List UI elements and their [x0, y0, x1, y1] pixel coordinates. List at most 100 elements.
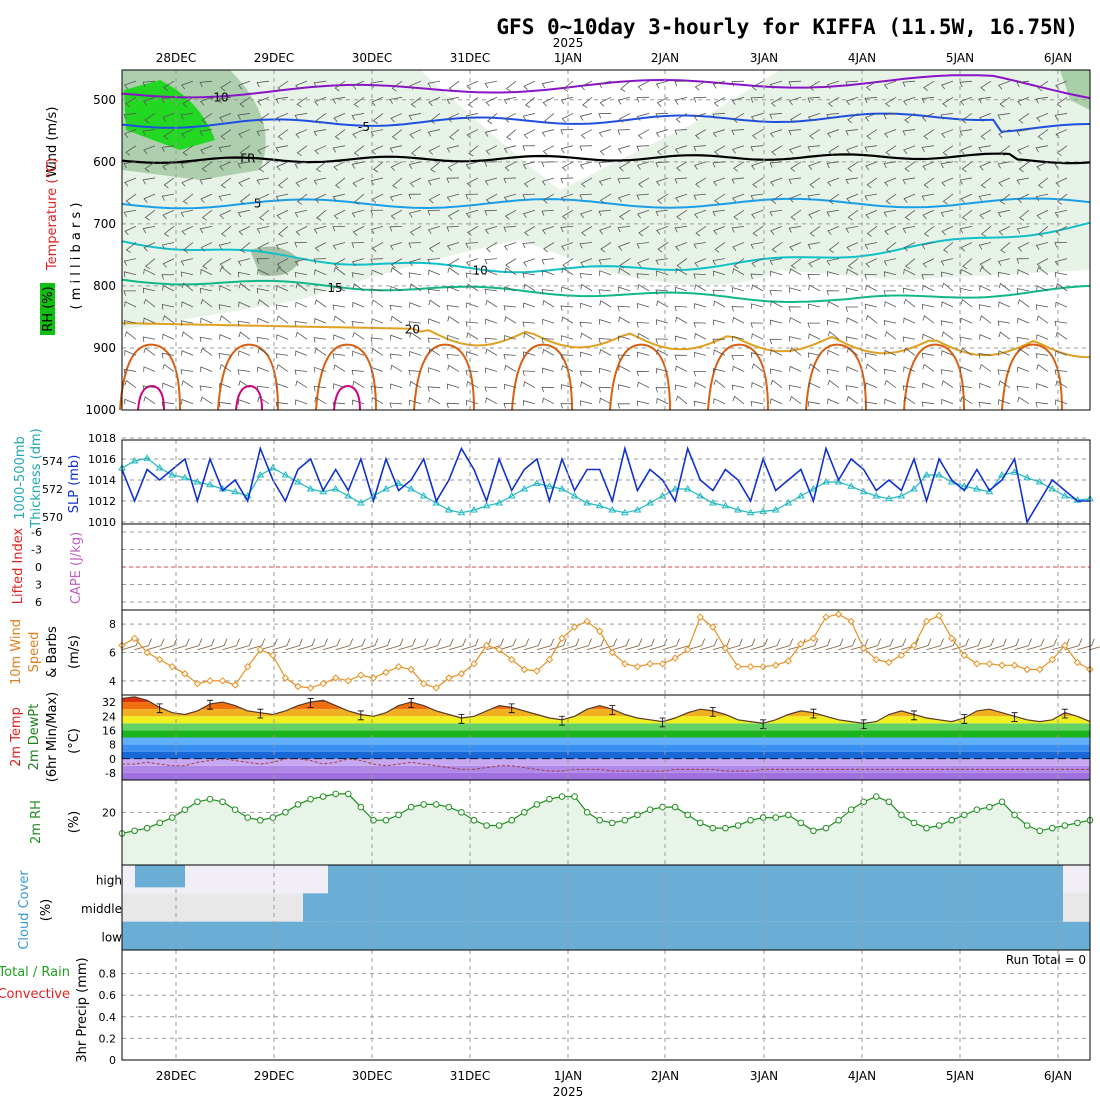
- wind-barb: [294, 113, 308, 120]
- wind-barb: [161, 401, 175, 408]
- wind-barb: [1036, 161, 1049, 171]
- wind-barb: [638, 177, 650, 188]
- wind-barb: [275, 402, 289, 408]
- wind-barb: [449, 129, 460, 141]
- wind-barb: [978, 242, 992, 250]
- rh2m-panel: 20: [102, 790, 1094, 865]
- wind-barb: [504, 383, 517, 390]
- wind-barb: [675, 242, 688, 251]
- thickness-point: [570, 492, 579, 499]
- wind-barb: [598, 209, 612, 216]
- wind-speed-point: [646, 660, 654, 668]
- wind-barb: [579, 273, 593, 279]
- wind-barb: [238, 350, 251, 356]
- wind-barb: [142, 336, 156, 342]
- temp-band: [122, 709, 1090, 717]
- wind-barb: [423, 638, 442, 651]
- wind-barb: [656, 270, 669, 277]
- wind-barb: [315, 161, 327, 173]
- date-label-bottom: 2JAN: [651, 1069, 679, 1083]
- date-label-bottom: 4JAN: [848, 1069, 876, 1083]
- thickness-point: [382, 485, 390, 492]
- wind-barb: [922, 161, 935, 171]
- wind-barb: [123, 113, 137, 120]
- wind-barb: [1038, 226, 1049, 237]
- wind-barb: [239, 193, 251, 205]
- wind-barb: [960, 268, 973, 276]
- thickness-label-1: 1000-500mb: [13, 436, 28, 520]
- wind-barb: [124, 349, 137, 356]
- rh-point: [784, 811, 792, 819]
- wind-barb: [638, 226, 650, 237]
- wind-barb: [617, 177, 631, 184]
- wind-barb: [598, 129, 612, 138]
- wind-barb: [807, 96, 821, 103]
- wind-barb: [655, 129, 669, 138]
- wind-barb: [808, 363, 821, 372]
- wind-barb: [809, 177, 821, 189]
- wind-barb: [409, 399, 422, 406]
- wind-barb: [960, 298, 973, 308]
- wind-speed-point: [181, 670, 189, 678]
- wind-barb: [200, 145, 213, 155]
- wind-tick: 8: [109, 618, 116, 631]
- wind-barb: [219, 161, 232, 171]
- wind-barb: [579, 242, 593, 249]
- wind-barb: [790, 258, 802, 269]
- minmax-bar: [709, 706, 716, 717]
- thickness-point: [432, 499, 441, 506]
- wind-barb: [428, 242, 441, 253]
- wind-barb: [979, 209, 992, 220]
- wind-barb: [865, 314, 878, 324]
- wind-barb: [523, 283, 536, 292]
- wind-barb: [598, 80, 612, 89]
- wind-barb: [486, 242, 498, 253]
- wind-barb: [561, 316, 574, 324]
- thickness-point: [1060, 492, 1069, 499]
- wind-barb: [883, 290, 897, 296]
- minmax-bar: [810, 708, 817, 719]
- wind-barb: [428, 269, 441, 276]
- wind-barb: [617, 193, 631, 203]
- wind-barb: [885, 96, 897, 108]
- wind-barb: [1054, 242, 1068, 248]
- wind-barb: [599, 397, 612, 405]
- wind-barb: [838, 638, 856, 651]
- wind-barb: [221, 226, 232, 237]
- wind-barb: [391, 80, 403, 92]
- wind-barb: [390, 258, 403, 269]
- wind-speed-point: [256, 645, 264, 654]
- wind-barb: [543, 242, 555, 253]
- wind-barb: [845, 177, 859, 185]
- year-label-top: 2025: [553, 36, 584, 50]
- wind-barb: [484, 209, 498, 216]
- wind-barb: [370, 129, 384, 137]
- wind-barb: [751, 284, 764, 292]
- wind-barb: [827, 225, 840, 236]
- wind-barb: [731, 177, 745, 184]
- wind-barb: [713, 270, 726, 277]
- wind-barb: [599, 270, 612, 276]
- wind-barb: [373, 638, 391, 651]
- wind-barb: [503, 305, 517, 311]
- wind-barb: [259, 209, 270, 221]
- wind-barb: [542, 96, 555, 107]
- wind-barb: [981, 226, 992, 237]
- wind-barb: [693, 242, 707, 249]
- wind-barb: [428, 348, 441, 356]
- temp-band: [122, 702, 1090, 710]
- wind-barb: [163, 177, 175, 189]
- wind-barb: [826, 209, 840, 217]
- wind-barb: [427, 80, 441, 88]
- rh-point: [294, 801, 302, 808]
- lifted-index-tick: 0: [35, 561, 42, 574]
- temp-band: [122, 737, 1090, 745]
- wind-barb: [447, 334, 460, 341]
- thickness-point: [620, 508, 629, 516]
- slp-label: SLP (mb): [67, 455, 82, 514]
- rh-point: [772, 814, 780, 821]
- minmax-bar: [961, 714, 968, 724]
- wind-barb: [1037, 177, 1049, 189]
- wind-barb: [541, 225, 555, 235]
- wind-barb: [1017, 96, 1030, 106]
